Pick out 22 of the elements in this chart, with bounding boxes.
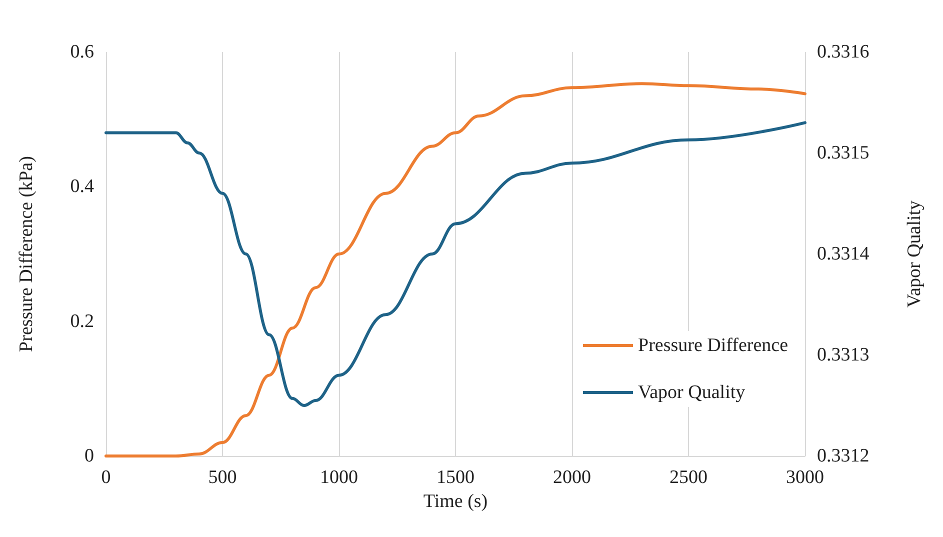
y-tick-label: 0.2 xyxy=(70,310,94,332)
y2-tick-label: 0.3314 xyxy=(817,244,870,264)
y2-tick-label: 0.3315 xyxy=(817,142,870,164)
x-tick-label: 0 xyxy=(101,467,111,488)
line-series xyxy=(104,121,806,407)
y-tick-label: 0.4 xyxy=(70,176,94,198)
x-tick-label: 1000 xyxy=(320,467,358,488)
y-tick-label: 0 xyxy=(84,446,94,466)
legend-label: Pressure Difference xyxy=(638,335,788,356)
y-tick-label: 0.6 xyxy=(70,42,94,62)
legend-label: Vapor Quality xyxy=(638,382,746,403)
y2-tick-label: 0.3313 xyxy=(817,344,870,366)
x-tick-label: 1500 xyxy=(436,467,474,488)
x-tick-label: 2500 xyxy=(670,467,708,488)
x-tick-label: 3000 xyxy=(786,467,824,488)
x-tick-label: 500 xyxy=(208,467,237,488)
y2-tick-label: 0.3316 xyxy=(817,42,870,62)
y2-tick-label: 0.3312 xyxy=(817,446,870,466)
x-tick-label: 2000 xyxy=(553,467,591,488)
x-axis-title: Time (s) xyxy=(423,490,488,512)
y2-axis-title: Vapor Quality xyxy=(904,200,925,308)
y-axis-title: Pressure Difference (kPa) xyxy=(16,156,37,352)
